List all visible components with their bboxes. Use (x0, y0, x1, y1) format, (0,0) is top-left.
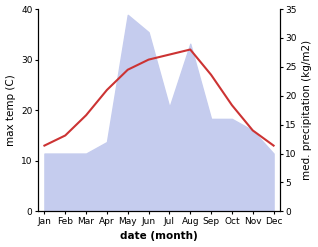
X-axis label: date (month): date (month) (120, 231, 198, 242)
Y-axis label: max temp (C): max temp (C) (5, 74, 16, 146)
Y-axis label: med. precipitation (kg/m2): med. precipitation (kg/m2) (302, 40, 313, 180)
